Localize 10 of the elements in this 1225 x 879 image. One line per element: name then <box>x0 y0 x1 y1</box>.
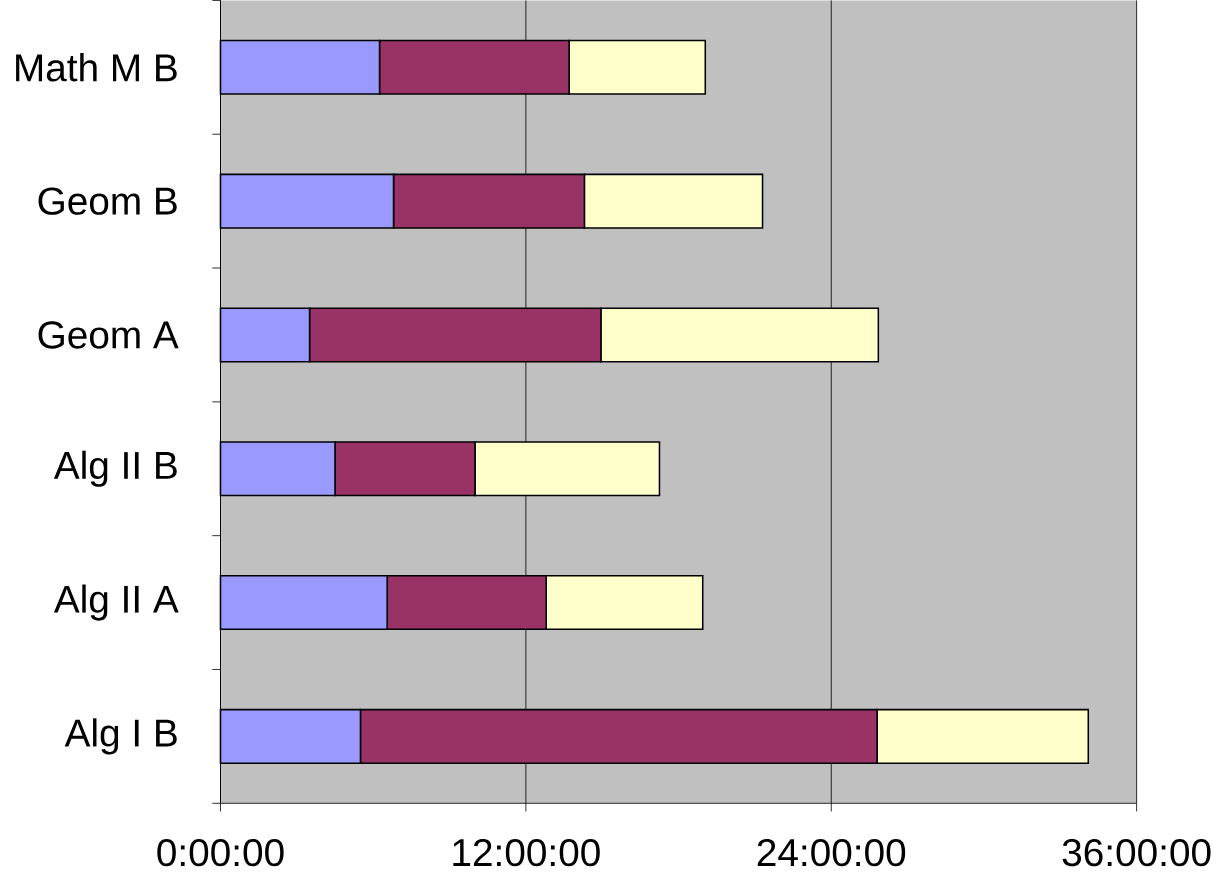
x-tick-label: 24:00:00 <box>757 838 906 867</box>
x-tick-label: 0:00:00 <box>157 838 284 867</box>
y-tick-label: Alg I B <box>64 718 177 755</box>
y-tick-label: Math M B <box>16 52 177 82</box>
y-tick-label: Alg II B <box>53 450 177 487</box>
y-tick-label: Alg II A <box>53 584 179 621</box>
x-tick-label: 36:00:00 <box>1062 838 1211 867</box>
x-tick-label: 12:00:00 <box>453 838 600 867</box>
y-tick-label: Geom A <box>38 321 179 349</box>
y-tick-label: Geom B <box>38 187 177 215</box>
